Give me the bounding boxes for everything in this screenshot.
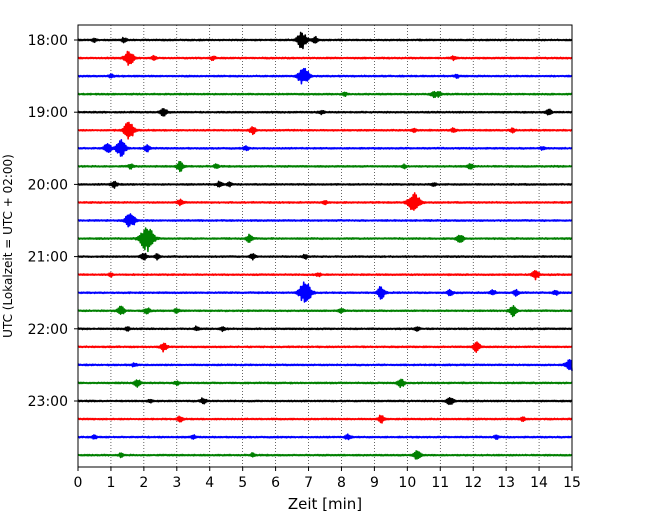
x-tick-label: 14 — [530, 475, 548, 491]
y-tick-label: 18:00 — [28, 33, 68, 49]
seismic-trace — [77, 433, 573, 441]
x-axis-title: Zeit [min] — [288, 495, 362, 513]
y-tick-label: 23:00 — [28, 394, 68, 410]
seismic-trace — [77, 378, 573, 389]
y-tick-label: 19:00 — [28, 105, 68, 121]
seismic-trace — [77, 108, 573, 117]
y-axis: 18:00 19:00 20:00 21:00 22:00 23:00 — [28, 33, 78, 410]
seismic-trace — [77, 160, 573, 173]
seismic-trace — [77, 359, 573, 372]
seismic-trace — [77, 450, 573, 460]
x-tick-label: 12 — [464, 475, 482, 491]
x-tick-label: 2 — [139, 475, 148, 491]
seismic-trace — [77, 414, 573, 424]
y-tick-label: 22:00 — [28, 322, 68, 338]
seismic-trace — [77, 305, 573, 318]
seismic-trace — [77, 90, 573, 99]
x-tick-label: 9 — [370, 475, 379, 491]
y-tick-label: 21:00 — [28, 250, 68, 266]
x-tick-label: 4 — [205, 475, 214, 491]
x-tick-label: 6 — [271, 475, 280, 491]
x-tick-label: 11 — [431, 475, 449, 491]
x-tick-label: 7 — [304, 475, 313, 491]
seismic-trace — [77, 31, 573, 50]
seismic-trace — [77, 50, 573, 66]
seismic-trace — [77, 269, 573, 281]
seismic-trace — [77, 180, 573, 189]
y-tick-label: 20:00 — [28, 177, 68, 193]
seismic-trace — [77, 325, 573, 333]
seismic-trace — [77, 341, 573, 353]
seismic-trace — [77, 397, 573, 406]
x-tick-label: 13 — [497, 475, 515, 491]
y-axis-title: UTC (Lokalzeit = UTC + 02:00) — [1, 154, 15, 338]
seismic-trace — [77, 252, 573, 261]
seismic-trace — [77, 192, 573, 211]
trace-group — [77, 31, 573, 460]
seismic-trace — [77, 281, 573, 303]
x-tick-label: 5 — [238, 475, 247, 491]
x-tick-label: 3 — [172, 475, 181, 491]
seismic-trace — [77, 227, 573, 253]
x-tick-label: 0 — [74, 475, 83, 491]
x-axis: 0 1 2 3 4 5 6 7 8 9 10 11 12 13 14 15 — [74, 467, 581, 491]
seismic-trace — [77, 139, 573, 157]
x-tick-label: 15 — [563, 475, 581, 491]
x-tick-label: 1 — [106, 475, 115, 491]
x-tick-label: 8 — [337, 475, 346, 491]
seismic-trace — [77, 213, 573, 228]
seismic-trace — [77, 121, 573, 140]
plot-frame — [77, 24, 573, 468]
x-tick-label: 10 — [398, 475, 416, 491]
seismic-trace — [77, 67, 573, 85]
